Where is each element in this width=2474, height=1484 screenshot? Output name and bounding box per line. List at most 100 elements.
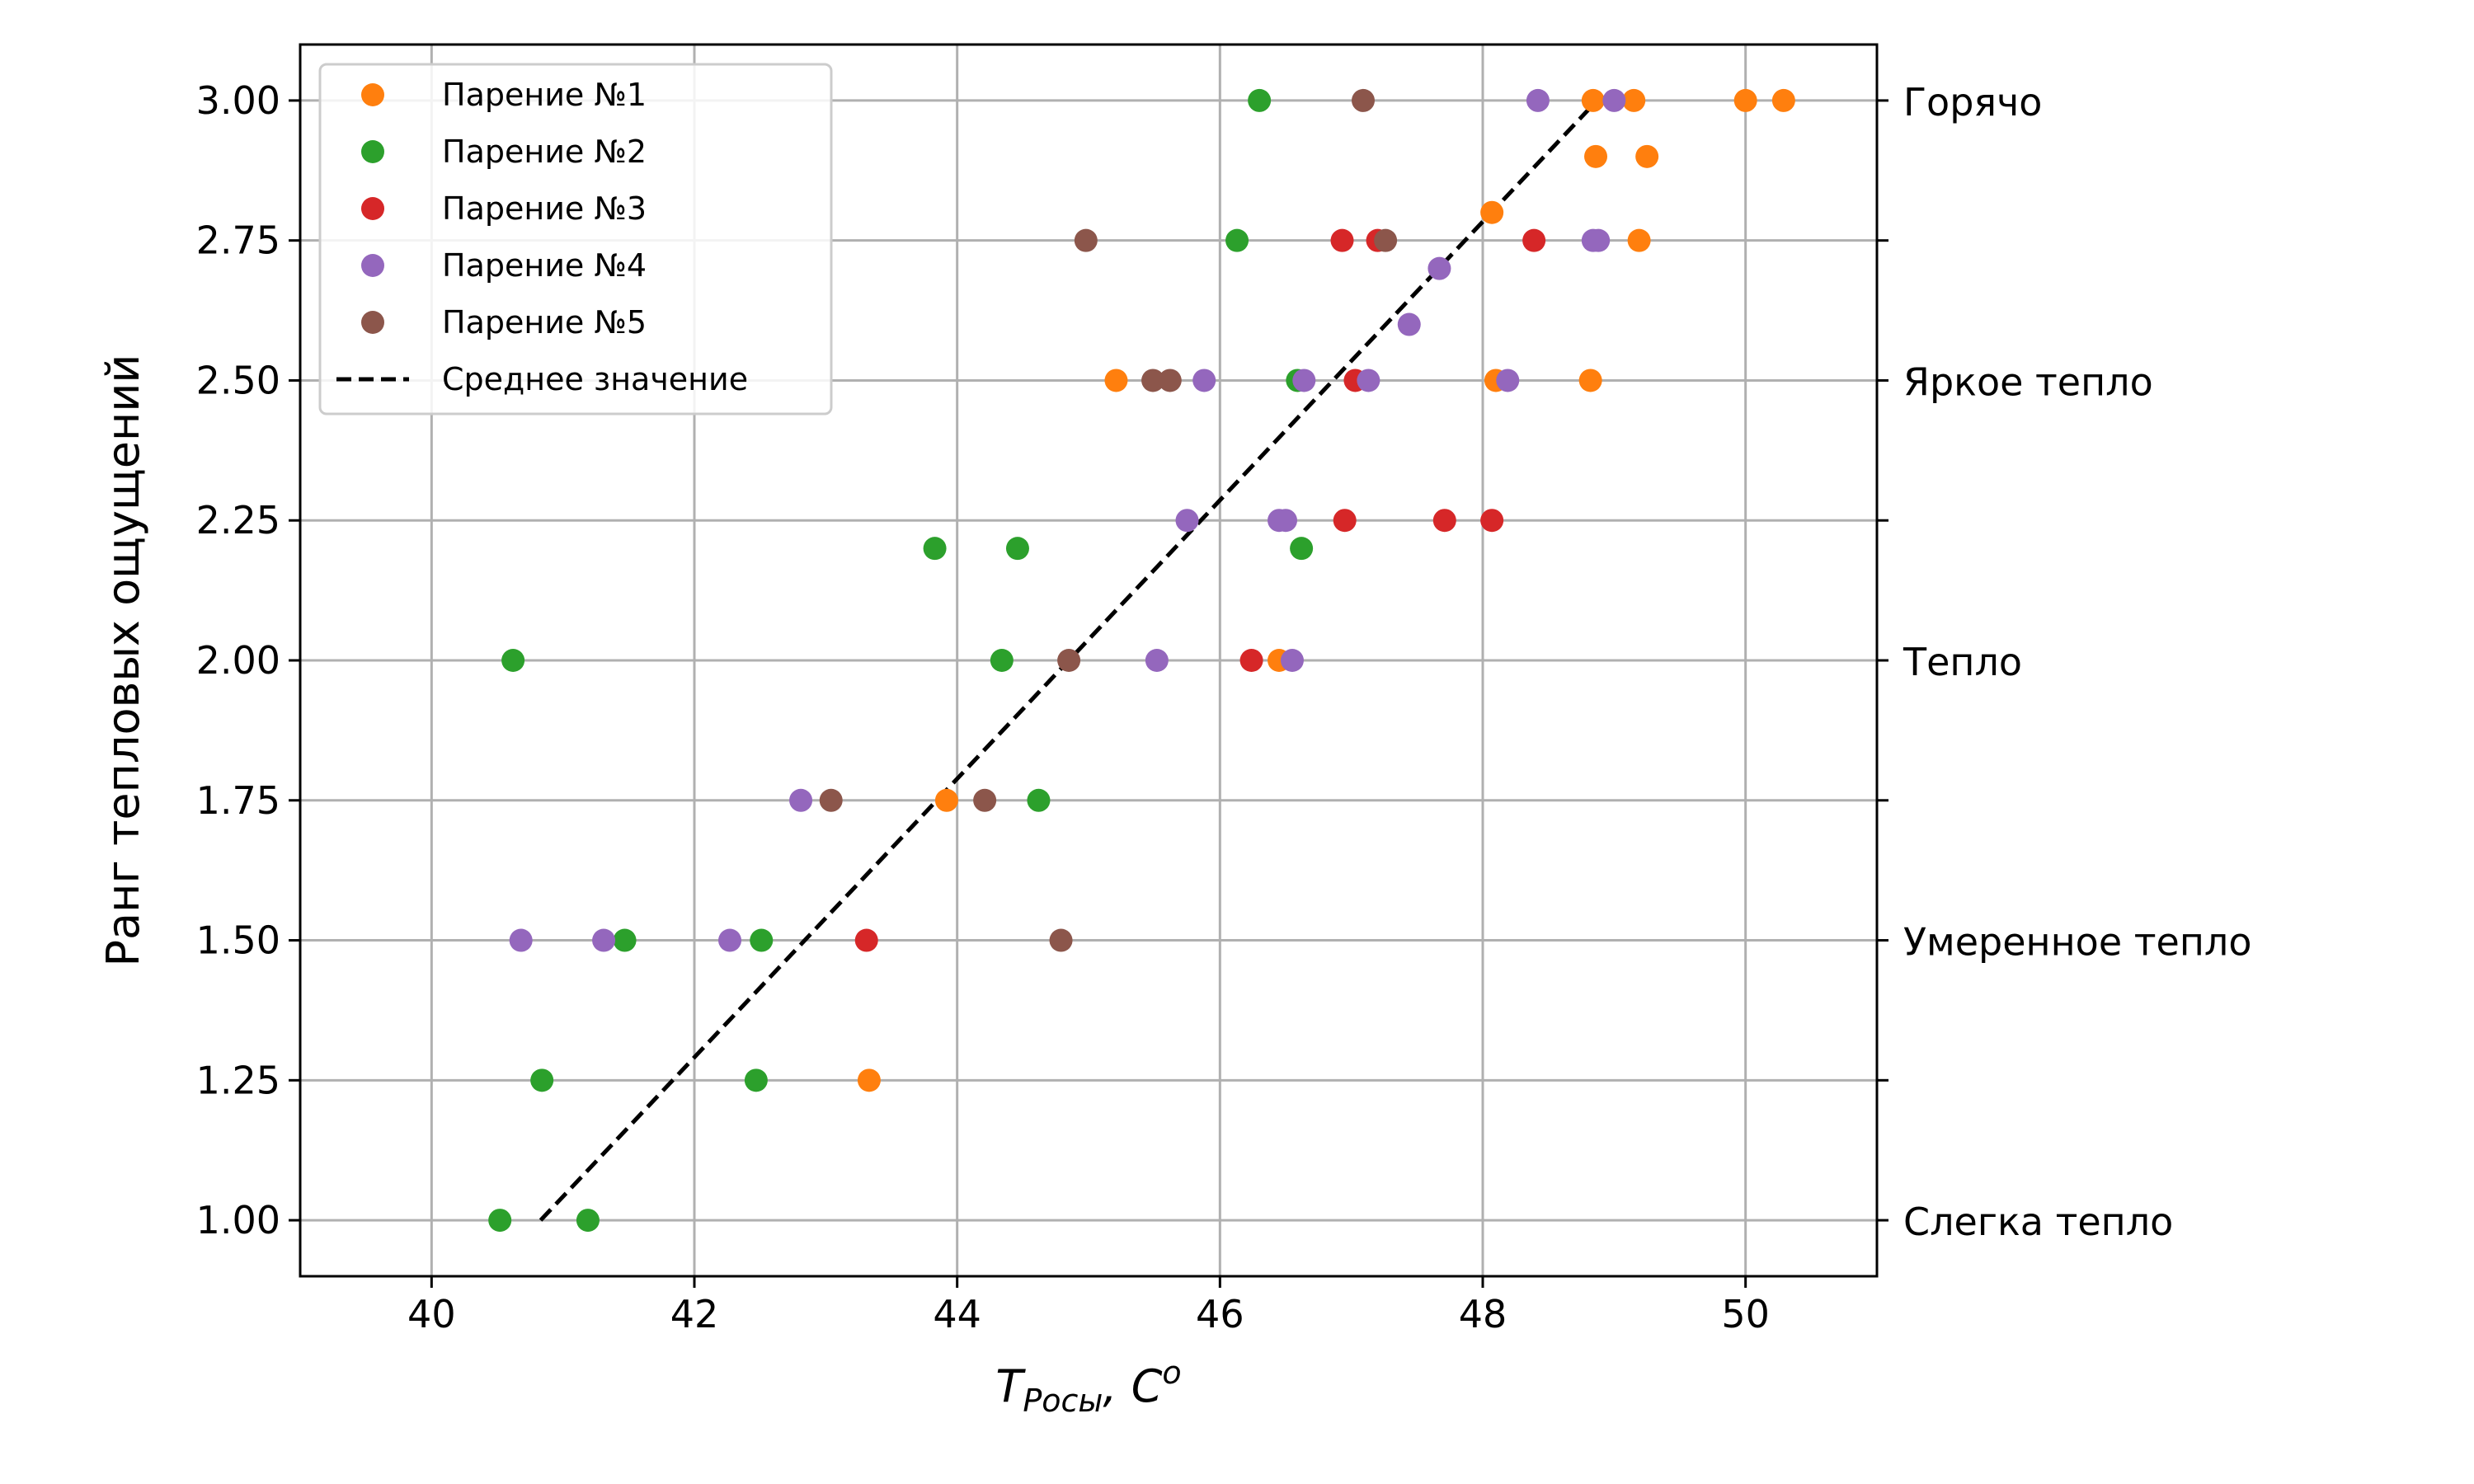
x-label-sup: o xyxy=(1162,1355,1181,1391)
data-point xyxy=(1333,509,1357,533)
data-point xyxy=(1290,537,1314,561)
data-point xyxy=(1602,88,1626,112)
data-point xyxy=(1027,788,1051,812)
y-tick-label: 1.75 xyxy=(196,778,280,823)
x-label-main: T xyxy=(995,1360,1026,1412)
data-point xyxy=(1581,88,1605,112)
data-point xyxy=(1049,928,1073,952)
data-point xyxy=(1771,88,1795,112)
data-point xyxy=(1480,509,1504,533)
legend: Парение №1 Парение №2 Парение №3 Парение №4… xyxy=(318,63,833,416)
legend-marker xyxy=(361,254,384,277)
data-point xyxy=(1522,228,1546,252)
data-point xyxy=(854,928,878,952)
data-point xyxy=(819,788,843,812)
legend-label: Парение №2 xyxy=(442,134,647,170)
data-point xyxy=(718,928,742,952)
data-point xyxy=(1074,228,1098,252)
data-point xyxy=(973,788,997,812)
data-point xyxy=(1627,228,1651,252)
legend-marker xyxy=(361,197,384,220)
data-point xyxy=(1622,88,1646,112)
x-label-sub: Росы xyxy=(1023,1383,1103,1419)
data-point xyxy=(1292,369,1316,392)
data-point xyxy=(1587,228,1611,252)
data-point xyxy=(1330,228,1354,252)
data-point xyxy=(1635,144,1659,168)
data-point xyxy=(488,1209,512,1233)
data-point xyxy=(1733,88,1757,112)
x-tick-label: 50 xyxy=(1721,1292,1770,1336)
y-tick-label: 2.75 xyxy=(196,218,280,263)
data-point xyxy=(1158,369,1182,392)
data-point xyxy=(857,1068,881,1092)
data-point xyxy=(1239,649,1263,672)
legend-marker xyxy=(361,140,384,163)
data-point xyxy=(1357,369,1380,392)
legend-label: Парение №5 xyxy=(442,304,647,340)
legend-label: Парение №4 xyxy=(442,247,647,284)
data-point xyxy=(592,928,616,952)
data-point xyxy=(530,1068,554,1092)
y-tick-label: 1.00 xyxy=(196,1198,280,1242)
y-tick-label: 1.25 xyxy=(196,1058,280,1102)
data-point xyxy=(1374,228,1398,252)
data-point xyxy=(1274,509,1297,533)
x-tick-label: 46 xyxy=(1196,1292,1244,1336)
data-point xyxy=(789,788,813,812)
legend-label: Парение №1 xyxy=(442,77,647,113)
data-point xyxy=(1141,369,1165,392)
x-tick-label: 48 xyxy=(1459,1292,1507,1336)
right-axis-label: Умеренное тепло xyxy=(1903,920,2251,965)
data-point xyxy=(1496,369,1520,392)
y-tick-label: 3.00 xyxy=(196,78,280,123)
data-point xyxy=(744,1068,768,1092)
data-point xyxy=(1104,369,1128,392)
legend-label: Парение №3 xyxy=(442,190,647,227)
y-axis-label: Ранг тепловых ощущений xyxy=(97,354,149,966)
data-point xyxy=(1427,256,1451,280)
data-point xyxy=(1352,88,1376,112)
y-tick-label: 2.50 xyxy=(196,358,280,402)
legend-label: Среднее значение xyxy=(442,361,748,397)
y-tick-label: 2.25 xyxy=(196,498,280,542)
data-point xyxy=(1057,649,1081,672)
data-point xyxy=(509,928,533,952)
data-point xyxy=(1280,649,1304,672)
right-axis-label: Слегка тепло xyxy=(1903,1200,2173,1244)
data-point xyxy=(1526,88,1550,112)
data-point xyxy=(1145,649,1169,672)
x-label-rest: , C xyxy=(1103,1360,1162,1412)
legend-marker xyxy=(361,311,384,334)
data-point xyxy=(934,788,958,812)
y-tick-label: 1.50 xyxy=(196,918,280,963)
data-point xyxy=(1005,537,1029,561)
x-tick-label: 40 xyxy=(407,1292,456,1336)
right-axis-label: Горячо xyxy=(1903,80,2042,124)
data-point xyxy=(923,537,947,561)
data-point xyxy=(990,649,1014,672)
data-point xyxy=(1397,312,1421,336)
data-point xyxy=(1432,509,1456,533)
data-point xyxy=(1192,369,1216,392)
data-point xyxy=(1225,228,1249,252)
data-point xyxy=(576,1209,600,1233)
data-point xyxy=(1480,200,1504,224)
data-point xyxy=(501,649,525,672)
legend-marker xyxy=(361,83,384,106)
x-axis-label: TРосы, Co xyxy=(995,1355,1181,1419)
legend-box xyxy=(318,63,833,416)
ticks: 40 42 44 46 48 50 1.00 1.25 1.50 1.75 2.00 2.25 2.50… xyxy=(196,78,2252,1336)
data-marks xyxy=(488,88,1795,1233)
x-tick-label: 42 xyxy=(670,1292,719,1336)
data-point xyxy=(750,928,774,952)
data-point xyxy=(1578,369,1602,392)
right-axis-label: Яркое тепло xyxy=(1903,359,2153,404)
data-point xyxy=(1584,144,1608,168)
x-tick-label: 44 xyxy=(933,1292,981,1336)
y-tick-label: 2.00 xyxy=(196,638,280,683)
data-point xyxy=(1248,88,1272,112)
data-point xyxy=(613,928,637,952)
right-axis-label: Тепло xyxy=(1903,640,2022,684)
